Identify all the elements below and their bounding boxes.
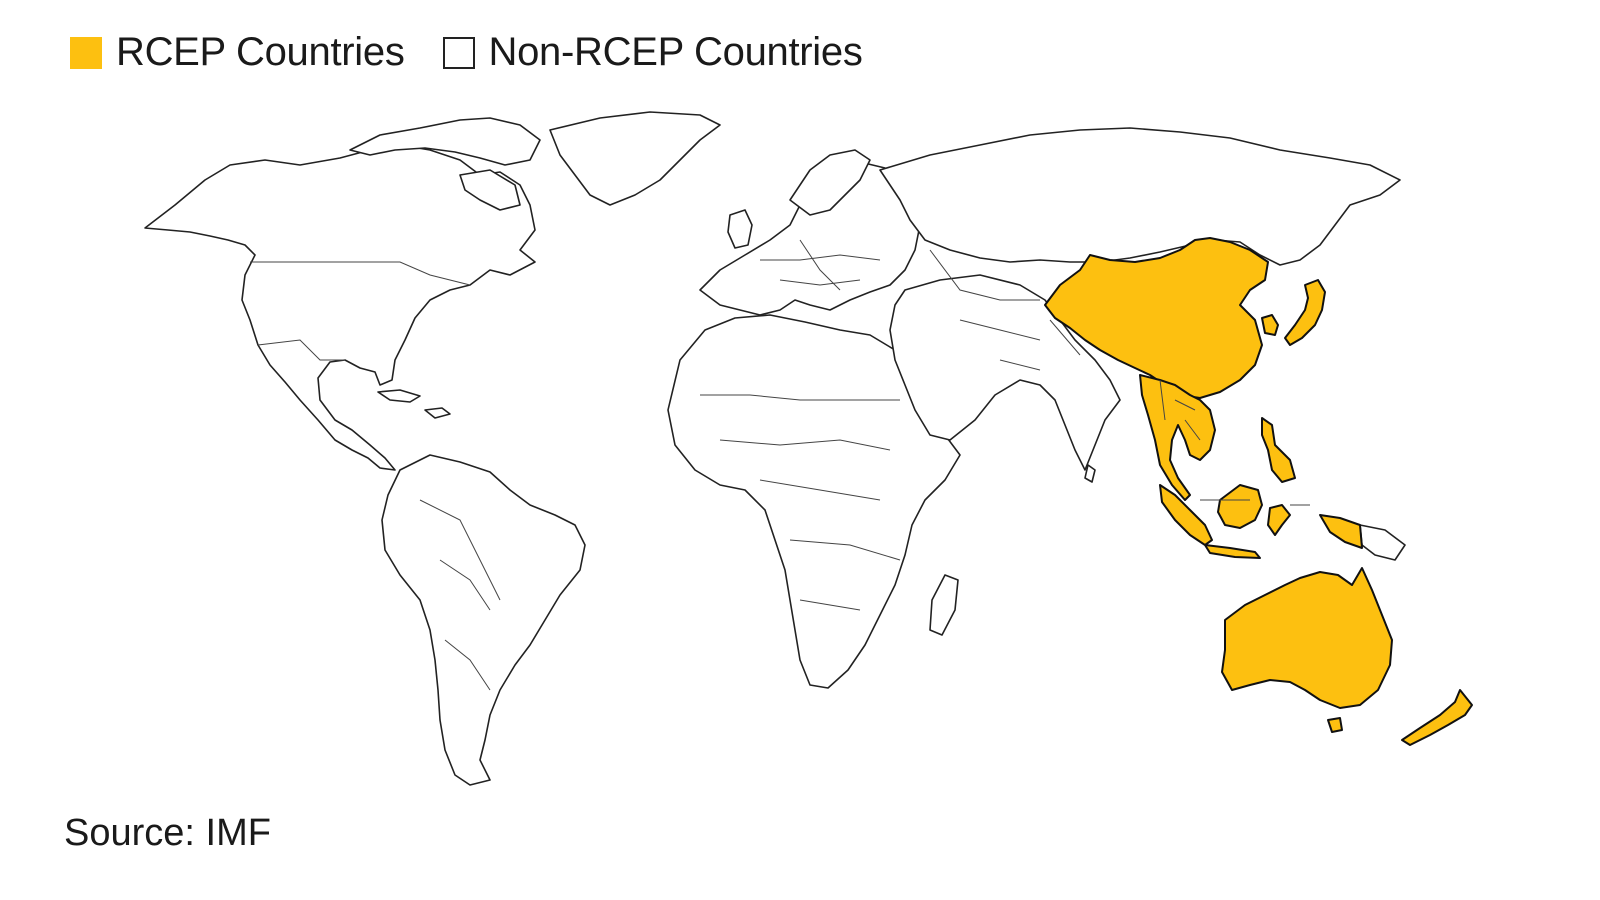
china	[1044, 237, 1269, 399]
great-britain	[727, 209, 753, 249]
europe-borders	[760, 239, 881, 291]
north-america	[144, 111, 721, 471]
baffin-island	[459, 169, 521, 211]
madagascar	[929, 574, 959, 636]
non-rcep-swatch	[442, 36, 475, 69]
south-korea	[1261, 314, 1279, 336]
sumatra-java	[1159, 484, 1261, 559]
australia	[1221, 567, 1393, 709]
new-zealand	[1401, 689, 1473, 746]
myanmar-thailand-indochina	[1139, 374, 1216, 501]
africa-borders	[700, 394, 901, 611]
africa	[667, 314, 961, 689]
south-america-borders	[419, 499, 501, 691]
south-america	[381, 454, 586, 786]
us-canada-border	[250, 261, 471, 286]
borneo	[1217, 484, 1263, 529]
japan	[1284, 279, 1326, 346]
europe	[699, 149, 921, 316]
hispaniola	[424, 407, 451, 419]
rcep-region	[1044, 237, 1473, 746]
legend-item-rcep: RCEP Countries	[70, 30, 405, 75]
north-america-landmass	[144, 144, 536, 471]
tasmania	[1327, 717, 1343, 733]
africa-landmass	[667, 314, 961, 689]
map-legend: RCEP Countries Non-RCEP Countries	[70, 30, 901, 75]
europe-landmass	[699, 161, 921, 316]
cuba	[377, 389, 421, 403]
legend-item-non-rcep: Non-RCEP Countries	[442, 30, 863, 75]
philippines	[1261, 417, 1296, 483]
sri-lanka	[1084, 464, 1096, 483]
asia-borders	[929, 249, 1081, 371]
russia-landmass	[879, 127, 1401, 266]
non-rcep-legend-label: Non-RCEP Countries	[488, 30, 863, 74]
scandinavia	[789, 149, 871, 216]
sulawesi	[1267, 504, 1291, 536]
source-note: Source: IMF	[64, 812, 271, 854]
us-mexico-border	[257, 339, 345, 361]
south-america-landmass	[381, 454, 586, 786]
rcep-legend-label: RCEP Countries	[116, 30, 405, 74]
rcep-internal-borders	[1159, 379, 1310, 506]
greenland	[549, 111, 721, 206]
rcep-swatch	[70, 36, 102, 69]
arctic-islands	[349, 117, 541, 166]
papua-new-guinea	[1359, 524, 1406, 561]
western-new-guinea	[1319, 514, 1363, 549]
